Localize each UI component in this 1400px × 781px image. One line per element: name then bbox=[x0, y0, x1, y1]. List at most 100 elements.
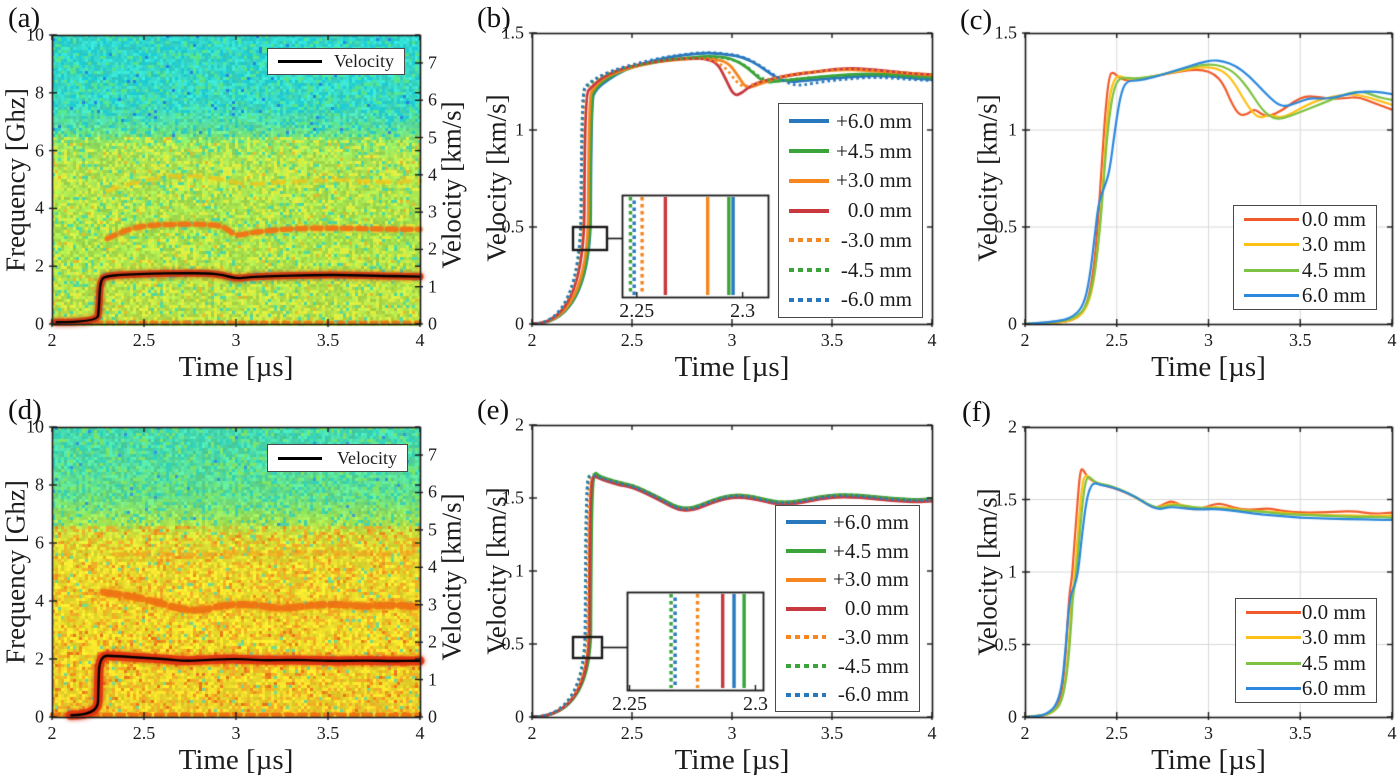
legend-item: -4.5 mm bbox=[779, 258, 922, 283]
x-tick-label: 2 bbox=[1020, 723, 1030, 743]
legend-item: 0.0 mm bbox=[1234, 207, 1376, 232]
y-tick-label: 10 bbox=[26, 24, 44, 45]
legend-line-sample bbox=[278, 456, 322, 460]
legend-line-sample bbox=[1246, 687, 1301, 691]
legend-line-sample bbox=[278, 60, 322, 63]
legend-line-sample bbox=[786, 692, 826, 697]
legend-label: Velocity bbox=[334, 51, 394, 71]
legend-item: Velocity bbox=[268, 448, 407, 469]
y2-axis-title: Velocity [km/s] bbox=[436, 101, 467, 269]
y-axis-title: Frequency [Ghz] bbox=[0, 88, 31, 272]
legend-line-sample bbox=[786, 664, 826, 668]
legend-label: -4.5 mm bbox=[840, 257, 912, 282]
y-tick-label: 0.5 bbox=[501, 216, 525, 237]
legend-label: 0.0 mm bbox=[847, 198, 912, 222]
legend-label: -4.5 mm bbox=[837, 653, 909, 678]
legend-item: 4.5 mm bbox=[1236, 651, 1376, 676]
legend-label: -3.0 mm bbox=[837, 624, 909, 649]
legend-line-sample bbox=[786, 549, 826, 553]
x-tick-label: 2.5 bbox=[620, 330, 644, 350]
inset-tick-label: 2.3 bbox=[730, 300, 756, 322]
x-tick-label: 3.5 bbox=[1289, 723, 1312, 743]
x-tick-label: 2.5 bbox=[132, 723, 156, 743]
inset-tick-label: 2.25 bbox=[619, 300, 655, 322]
legend-label: +6.0 mm bbox=[832, 509, 909, 534]
legend-line-sample bbox=[1244, 217, 1299, 221]
y-axis-title: Frequency [Ghz] bbox=[0, 480, 31, 664]
y2-tick-label: 0 bbox=[428, 313, 437, 334]
legend-label: 6.0 mm bbox=[1301, 676, 1366, 701]
x-tick-label: 3 bbox=[231, 330, 241, 350]
legend-line-sample bbox=[1244, 294, 1299, 298]
x-axis-title: Time [µs] bbox=[674, 351, 790, 383]
y2-tick-label: 5 bbox=[428, 127, 437, 148]
x-axis-title: Time [µs] bbox=[1151, 351, 1266, 383]
legend-line-sample bbox=[789, 297, 829, 302]
legend-item: -3.0 mm bbox=[779, 228, 922, 253]
panel-label: (c) bbox=[960, 4, 993, 36]
x-tick-label: 3.5 bbox=[316, 330, 340, 350]
panel-label: (e) bbox=[477, 394, 510, 426]
x-tick-label: 2.5 bbox=[1105, 723, 1129, 743]
inset-tick-label: 2.25 bbox=[612, 693, 648, 715]
y-tick-label: 8 bbox=[35, 82, 44, 103]
legend-item: Velocity bbox=[268, 51, 404, 72]
legend-line-sample bbox=[789, 149, 829, 153]
y-tick-label: 4 bbox=[35, 197, 44, 218]
y-tick-label: 0 bbox=[1008, 706, 1017, 727]
x-tick-label: 3.5 bbox=[820, 330, 844, 350]
legend-line-sample bbox=[786, 577, 826, 582]
legend-item: -6.0 mm bbox=[776, 682, 919, 707]
legend-item: +4.5 mm bbox=[779, 139, 922, 164]
legend-item: -4.5 mm bbox=[776, 654, 919, 679]
y2-tick-label: 2 bbox=[428, 631, 437, 652]
y-tick-label: 1 bbox=[515, 119, 524, 140]
y-tick-label: 0 bbox=[515, 313, 524, 334]
legend-label: 4.5 mm bbox=[1301, 650, 1366, 675]
y-tick-label: 4 bbox=[35, 590, 44, 611]
y2-tick-label: 3 bbox=[428, 594, 437, 615]
panel-label: (d) bbox=[8, 394, 42, 426]
legend-item: 6.0 mm bbox=[1236, 676, 1376, 701]
legend-line-sample bbox=[789, 268, 829, 272]
x-tick-label: 4 bbox=[1387, 330, 1397, 350]
legend-line-sample bbox=[789, 208, 829, 213]
y2-tick-label: 0 bbox=[428, 706, 437, 727]
x-axis-title: Time [µs] bbox=[178, 351, 294, 383]
y-tick-label: 8 bbox=[35, 474, 44, 495]
legend-item: 3.0 mm bbox=[1234, 232, 1376, 257]
y2-tick-label: 3 bbox=[428, 201, 437, 222]
y2-tick-label: 6 bbox=[428, 481, 437, 502]
y-tick-label: 1.5 bbox=[501, 487, 525, 508]
y-tick-label: 0.5 bbox=[994, 216, 1018, 237]
y2-tick-label: 6 bbox=[428, 89, 437, 110]
legend-label: -6.0 mm bbox=[840, 287, 912, 312]
x-tick-label: 2.5 bbox=[620, 723, 644, 743]
legend-box: Velocity bbox=[267, 48, 405, 75]
legend-line-sample bbox=[789, 119, 829, 124]
legend-label: 0.0 mm bbox=[844, 596, 909, 620]
panel-label: (b) bbox=[477, 2, 511, 34]
y2-tick-label: 4 bbox=[428, 164, 437, 185]
legend-label: -6.0 mm bbox=[837, 682, 909, 707]
y-tick-label: 2 bbox=[35, 255, 44, 276]
x-tick-label: 4 bbox=[927, 330, 937, 350]
x-tick-label: 4 bbox=[927, 723, 937, 743]
y2-tick-label: 4 bbox=[428, 556, 437, 577]
y-tick-label: 2 bbox=[515, 414, 524, 435]
legend-line-sample bbox=[786, 520, 826, 525]
y-tick-label: 0 bbox=[35, 313, 44, 334]
legend-line-sample bbox=[786, 635, 826, 640]
legend-item: +4.5 mm bbox=[776, 539, 919, 564]
y2-tick-label: 7 bbox=[428, 52, 437, 73]
panel-label: (a) bbox=[8, 2, 41, 34]
legend-label: +3.0 mm bbox=[832, 567, 909, 592]
y-tick-label: 1.5 bbox=[994, 22, 1018, 43]
y-tick-label: 1 bbox=[1008, 119, 1017, 140]
x-tick-label: 3.5 bbox=[316, 723, 340, 743]
y-tick-label: 1 bbox=[1008, 561, 1017, 582]
y-axis-title: Velocity [km/s] bbox=[481, 487, 512, 655]
legend-line-sample bbox=[789, 238, 829, 243]
y2-tick-label: 5 bbox=[428, 519, 437, 540]
